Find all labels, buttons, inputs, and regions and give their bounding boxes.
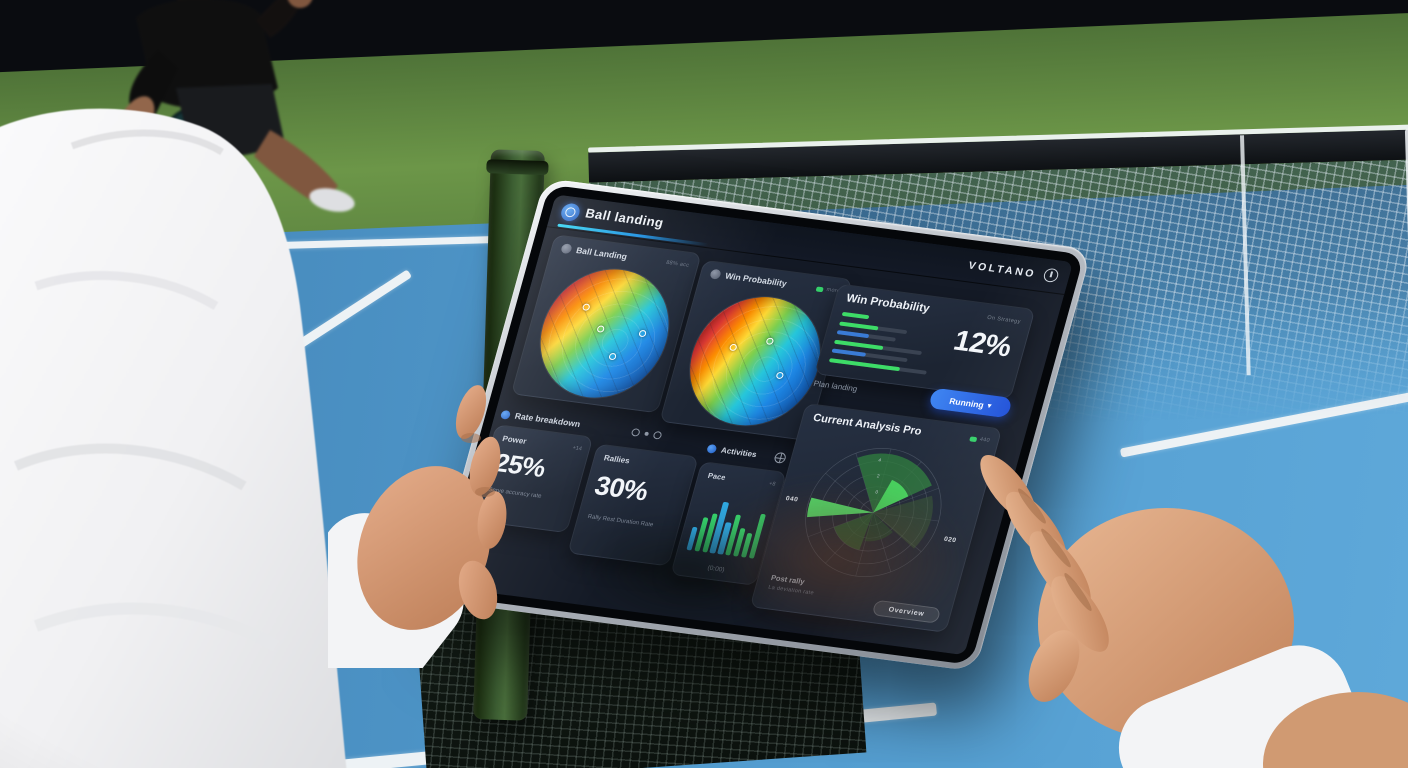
chart-x-label: (0:00) (706, 564, 726, 574)
stat-label: Rallies (602, 453, 631, 466)
heatmap-marker (596, 325, 606, 333)
settings-icon[interactable] (652, 430, 663, 440)
globe-icon[interactable] (773, 451, 788, 464)
radar-left-label: 040 (784, 495, 799, 504)
running-button-label: Running (948, 395, 986, 410)
activities-header: Activities (706, 443, 758, 460)
right-hand (980, 454, 1408, 768)
card-header: Ball Landing (560, 243, 628, 261)
bar-fill (831, 348, 867, 358)
heatmap-marker (607, 353, 617, 361)
panel-title: Win Probability (844, 292, 931, 316)
stopwatch-icon (1042, 267, 1060, 283)
tablet-screen: Ball landing VOLTANO Ball Landing 88% ac… (446, 194, 1074, 656)
activities-icons (773, 451, 788, 464)
heatmap-marker (775, 371, 785, 379)
foreground-shirt (0, 108, 347, 768)
card-title: Win Probability (724, 270, 788, 289)
heatmap-marker (638, 329, 648, 338)
chart-meta: +8 (768, 480, 777, 488)
heatmap-marker (581, 303, 591, 312)
heatmap-marker (765, 336, 775, 345)
pace-bar-chart (686, 492, 769, 559)
bar-fill (839, 321, 879, 331)
bar-fill (833, 339, 884, 350)
green-chip-icon (815, 286, 825, 292)
chevron-down-icon: ▾ (986, 402, 993, 410)
ball-landing-heatmap[interactable] (525, 261, 684, 406)
card-header: Win Probability (709, 268, 788, 289)
radar-footer-sub: La deviation rate (767, 584, 815, 597)
rate-header-icons (630, 428, 663, 440)
card-title: Ball Landing (575, 245, 629, 262)
card-meta: 88% acc (665, 259, 690, 269)
brand-logo: VOLTANO (966, 259, 1038, 281)
filter-icon[interactable] (630, 428, 641, 437)
separator-dot (644, 431, 650, 437)
heatmap-marker (728, 343, 738, 352)
page-title: Ball landing (583, 205, 666, 231)
bar-fill (841, 311, 870, 320)
panel-note: On Strategy (986, 314, 1022, 326)
target-icon (560, 243, 573, 255)
app-logo-icon (559, 202, 582, 223)
radar-footer-title: Post rally (769, 573, 806, 587)
stat-meta: +14 (571, 445, 583, 453)
tablet: Ball landing VOLTANO Ball Landing 88% ac… (428, 178, 1093, 672)
stat-value: 30% (591, 470, 652, 507)
radar-axis-tick: 4 (878, 457, 882, 462)
section-title: Activities (719, 445, 758, 460)
win-probability-bars (827, 311, 963, 383)
section-icon (706, 443, 718, 454)
bar-fill (836, 330, 870, 339)
win-probability-panel[interactable]: Win Probability On Strategy 12% (814, 283, 1036, 400)
left-hand (328, 385, 507, 668)
win-probability-value: 12% (950, 325, 1015, 364)
target-icon (709, 268, 722, 280)
stat-subtext: Rally Rest Duration Rate (586, 514, 654, 529)
chart-title: Pace (706, 471, 727, 482)
